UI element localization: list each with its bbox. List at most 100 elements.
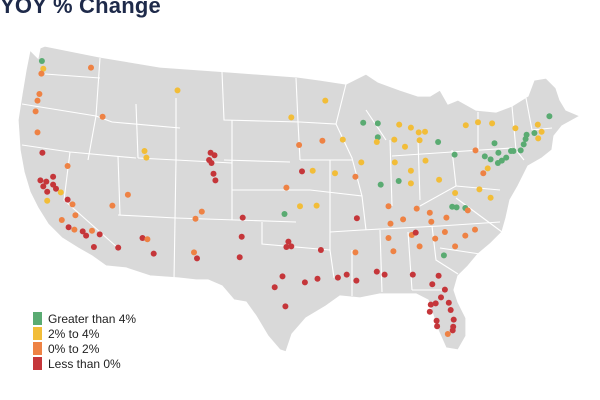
market-marker — [282, 303, 289, 310]
market-marker — [480, 170, 487, 177]
market-marker — [481, 153, 488, 160]
market-marker — [435, 139, 442, 145]
market-marker — [407, 167, 414, 174]
legend-swatch — [33, 357, 42, 370]
market-marker — [39, 149, 46, 156]
market-marker — [546, 113, 553, 120]
market-marker — [415, 129, 422, 136]
market-marker — [352, 173, 359, 180]
market-marker — [523, 131, 530, 138]
market-marker — [83, 232, 90, 239]
market-marker — [309, 167, 316, 174]
market-marker — [36, 91, 43, 97]
market-marker — [212, 177, 219, 184]
market-marker — [139, 235, 146, 241]
market-marker — [313, 202, 320, 209]
market-marker — [64, 196, 71, 203]
market-marker — [58, 217, 65, 223]
market-marker — [432, 235, 439, 242]
market-marker — [484, 165, 491, 172]
market-marker — [339, 136, 346, 143]
legend-swatch — [33, 342, 42, 355]
market-marker — [434, 323, 441, 330]
market-marker — [374, 120, 381, 127]
legend-item-less-than-0: Less than 0% — [33, 356, 136, 371]
market-marker — [174, 87, 181, 94]
map-title: YOY % Change — [0, 0, 161, 18]
market-marker — [343, 271, 350, 278]
market-marker — [498, 157, 505, 164]
market-marker — [44, 188, 51, 195]
market-marker — [271, 284, 278, 291]
market-marker — [440, 252, 447, 259]
market-marker — [191, 249, 197, 256]
market-marker — [192, 215, 199, 222]
legend-label: 0% to 2% — [48, 341, 100, 356]
market-marker — [90, 244, 97, 250]
market-marker — [413, 205, 420, 212]
market-marker — [319, 137, 326, 144]
market-marker — [475, 119, 481, 126]
market-marker — [88, 64, 94, 71]
market-marker — [334, 274, 341, 281]
market-marker — [210, 170, 217, 177]
market-marker — [428, 218, 435, 225]
market-marker — [40, 183, 47, 190]
market-marker — [283, 244, 290, 250]
market-marker — [400, 216, 407, 223]
market-marker — [198, 208, 205, 215]
market-marker — [435, 272, 442, 279]
legend-item-0-to-2: 0% to 2% — [33, 341, 136, 356]
market-marker — [453, 204, 460, 211]
market-marker — [64, 163, 71, 169]
market-marker — [239, 214, 246, 221]
market-marker — [385, 203, 392, 210]
market-marker — [407, 180, 414, 187]
market-marker — [462, 232, 469, 239]
market-marker — [385, 235, 392, 241]
market-marker — [72, 212, 79, 219]
market-marker — [441, 286, 448, 293]
market-marker — [472, 226, 478, 233]
legend-swatch — [33, 327, 42, 340]
market-marker — [396, 121, 403, 128]
market-marker — [426, 209, 433, 216]
market-marker — [510, 148, 517, 154]
market-marker — [395, 178, 402, 184]
market-marker — [449, 203, 456, 210]
market-marker — [476, 186, 483, 193]
legend-label: 2% to 4% — [48, 326, 100, 341]
market-marker — [451, 151, 458, 158]
market-marker — [512, 125, 519, 132]
market-marker — [432, 300, 439, 307]
market-marker — [301, 279, 308, 286]
market-marker — [391, 159, 398, 166]
market-marker — [288, 114, 295, 121]
market-marker — [377, 181, 384, 188]
market-marker — [50, 173, 57, 180]
market-marker — [422, 128, 428, 135]
market-marker — [503, 154, 510, 161]
market-marker — [65, 224, 72, 231]
market-marker — [390, 248, 397, 255]
market-marker — [487, 194, 494, 201]
market-marker — [353, 277, 360, 284]
us-outline — [17, 45, 582, 353]
market-marker — [422, 157, 429, 164]
market-marker — [150, 250, 157, 257]
market-marker — [124, 191, 131, 198]
us-landmass — [17, 45, 582, 353]
market-marker — [450, 316, 457, 323]
market-marker — [489, 120, 496, 127]
market-marker — [297, 203, 303, 210]
legend-label: Less than 0% — [48, 356, 121, 371]
market-marker — [352, 249, 359, 256]
market-marker — [206, 157, 213, 163]
market-marker — [373, 268, 380, 275]
market-marker — [38, 58, 45, 64]
market-marker — [34, 129, 41, 136]
market-marker — [534, 121, 541, 128]
market-marker — [332, 170, 338, 177]
market-marker — [381, 271, 388, 278]
market-marker — [438, 294, 444, 301]
